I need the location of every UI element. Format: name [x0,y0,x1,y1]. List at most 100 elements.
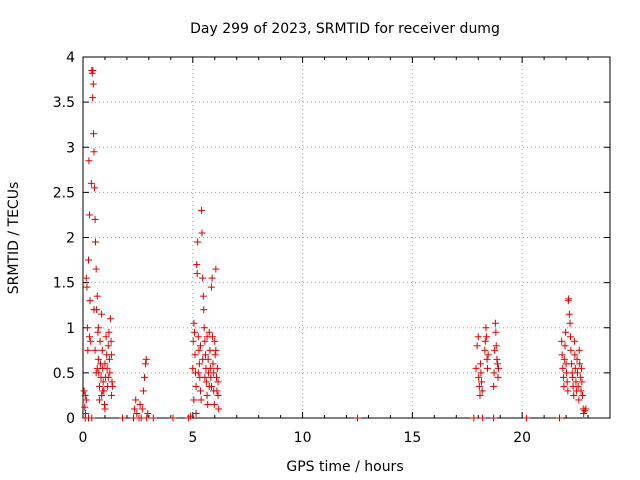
data-point [214,378,222,386]
data-point [560,382,568,390]
data-point [93,364,101,372]
data-point [476,360,484,368]
data-point [199,355,207,363]
data-point [571,364,579,372]
data-point [201,373,209,381]
data-point [98,346,106,354]
data-point [208,274,216,282]
data-point [575,346,583,354]
data-point [353,414,361,422]
data-point [576,373,584,381]
data-point [483,364,491,372]
data-point [213,373,221,381]
data-point [477,369,485,377]
data-point [197,396,205,404]
grid-lines [83,57,610,418]
data-point [561,342,569,350]
data-point [569,373,577,381]
data-point [490,382,498,390]
data-point [190,319,198,327]
data-point [95,382,103,390]
data-point [101,360,109,368]
data-point [96,337,104,345]
data-point [92,238,100,246]
data-point [195,360,203,368]
data-point [192,409,200,417]
y-tick-label: 0 [66,411,75,427]
y-tick-label: 3 [66,140,75,156]
data-point [565,295,573,303]
data-point [191,328,199,336]
data-point [83,324,91,332]
data-point [558,351,566,359]
data-point [207,283,215,291]
data-point [196,342,204,350]
chart-title: Day 299 of 2023, SRMTID for receiver dum… [190,21,500,37]
data-point [494,360,502,368]
y-tick-label: 4 [66,50,75,66]
data-point [99,378,107,386]
data-point [558,337,566,345]
data-point [470,414,478,422]
data-point [198,229,206,237]
data-point [108,351,116,359]
data-point [555,414,563,422]
data-point [83,283,91,291]
data-point [142,355,150,363]
data-point [80,387,88,395]
data-point [577,364,585,372]
data-point [94,324,102,332]
data-point [143,414,151,422]
data-point [481,346,489,354]
data-point [211,351,219,359]
data-point [194,369,202,377]
data-point [132,396,140,404]
data-point [475,382,483,390]
data-point [81,403,89,411]
data-point [215,405,223,413]
data-point [484,351,492,359]
data-point [87,179,95,187]
axis-ticks [82,56,611,419]
data-point [90,306,98,314]
data-point [576,360,584,368]
plot-frame [82,56,611,419]
data-point [193,270,201,278]
data-point [82,274,90,282]
data-point [199,274,207,282]
x-axis-label: GPS time / hours [286,459,403,475]
data-point [475,373,483,381]
data-point [194,238,202,246]
data-point [95,396,103,404]
data-point [205,328,213,336]
data-point [210,400,218,408]
data-point [563,378,571,386]
data-point [200,306,208,314]
data-point [198,206,206,214]
data-point [579,391,587,399]
data-point [491,319,499,327]
data-point [566,333,574,341]
data-point [476,391,484,399]
data-point [479,414,487,422]
x-tick-label: 10 [294,430,312,446]
data-point [578,378,586,386]
data-point [571,351,579,359]
data-point [92,369,100,377]
data-point [195,346,203,354]
data-point [140,373,148,381]
y-tick-label: 1.5 [53,276,75,292]
data-point [566,319,574,327]
data-point [108,378,116,386]
y-tick-label: 0.5 [53,366,75,382]
data-point [139,387,147,395]
data-point [560,355,568,363]
data-point [86,211,94,219]
data-point [84,346,92,354]
data-point [90,184,98,192]
data-point [559,373,567,381]
data-point [101,405,109,413]
data-point [89,94,97,102]
data-point [565,310,573,318]
